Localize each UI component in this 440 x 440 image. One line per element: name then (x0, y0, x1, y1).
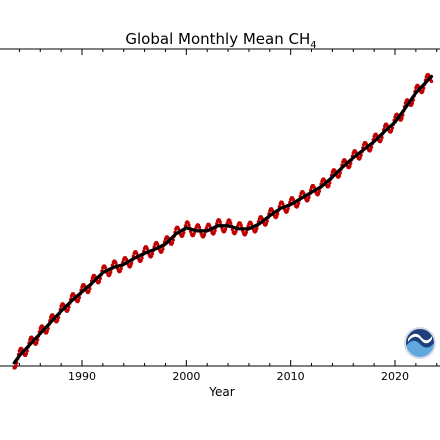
plot-area (12, 72, 434, 370)
monthly-point (337, 174, 342, 178)
monthly-point (213, 228, 217, 233)
chart-title-main: Global Monthly Mean CH (125, 30, 310, 48)
monthly-point (223, 227, 228, 232)
monthly-point (421, 89, 425, 93)
monthly-point (140, 256, 144, 260)
monthly-point (234, 229, 238, 234)
monthly-point (87, 289, 91, 293)
monthly-point (368, 148, 373, 152)
monthly-point (281, 202, 285, 206)
x-tick-label: 2000 (172, 370, 200, 383)
monthly-point (348, 164, 352, 169)
monthly-point (327, 183, 331, 188)
monthly-point (197, 225, 202, 229)
monthly-point (76, 298, 81, 303)
monthly-point (119, 267, 123, 271)
monthly-point (161, 247, 165, 251)
monthly-point (114, 261, 118, 265)
top-axis-ticks (18, 49, 438, 55)
monthly-point (66, 308, 70, 312)
monthly-point (14, 364, 18, 368)
monthly-point (307, 195, 311, 200)
monthly-point (255, 226, 259, 231)
monthly-point (317, 189, 322, 193)
monthly-point (265, 219, 269, 223)
monthly-point (286, 207, 290, 211)
monthly-point (192, 231, 196, 236)
monthly-point (275, 212, 280, 216)
trend-line (12, 74, 434, 365)
monthly-point (400, 116, 404, 120)
monthly-point (275, 214, 279, 219)
x-axis-label: Year (208, 385, 234, 399)
monthly-point (97, 279, 102, 284)
monthly-point (228, 221, 233, 225)
monthly-mean-line (14, 73, 433, 369)
monthly-point (182, 231, 186, 235)
monthly-point (218, 220, 222, 224)
monthly-point (35, 341, 39, 345)
monthly-point (244, 230, 249, 235)
chart-title-subscript: 4 (310, 40, 316, 51)
x-tick-label: 1990 (68, 370, 96, 383)
monthly-point (379, 138, 383, 142)
monthly-point (45, 329, 49, 334)
x-tick-label: 2020 (381, 370, 409, 383)
monthly-point (202, 232, 207, 237)
monthly-point (24, 352, 29, 356)
x-axis-tick-labels: 1990 2000 2010 2020 (68, 370, 409, 383)
monthly-point (129, 261, 134, 266)
monthly-point (150, 252, 155, 256)
noaa-logo-icon (404, 327, 436, 359)
monthly-point (358, 156, 362, 160)
monthly-point (369, 145, 374, 149)
monthly-point (264, 222, 269, 226)
monthly-point (359, 153, 363, 157)
monthly-point (296, 201, 301, 206)
monthly-point (145, 246, 149, 251)
x-axis-ticks (18, 360, 438, 366)
monthly-point (429, 79, 434, 84)
x-tick-label: 2010 (277, 370, 305, 383)
monthly-point (170, 241, 175, 245)
monthly-point (55, 318, 60, 323)
monthly-point (410, 101, 415, 106)
monthly-point (187, 223, 191, 227)
chart-title: Global Monthly Mean CH4 (125, 30, 316, 51)
monthly-point (239, 223, 243, 227)
monthly-point (389, 129, 394, 133)
monthly-point (108, 270, 113, 274)
